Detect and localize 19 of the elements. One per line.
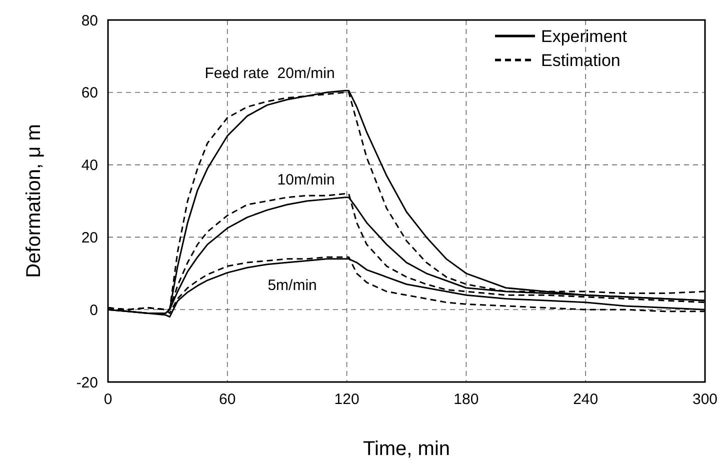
y-tick-label: 0 bbox=[90, 302, 98, 319]
x-tick-label: 0 bbox=[104, 391, 112, 408]
legend-label: Experiment bbox=[541, 26, 628, 46]
x-axis-title: Time, min bbox=[362, 438, 450, 460]
annotation: 5m/min bbox=[268, 277, 317, 294]
x-tick-label: 300 bbox=[692, 391, 718, 408]
x-tick-label: 180 bbox=[454, 391, 479, 408]
x-tick-label: 60 bbox=[219, 391, 236, 408]
y-tick-label: 80 bbox=[81, 12, 98, 30]
y-tick-label: 60 bbox=[81, 84, 98, 102]
annotation: 10m/min bbox=[277, 172, 335, 189]
y-axis-title: Deformation, μ m bbox=[23, 124, 45, 278]
x-tick-label: 240 bbox=[573, 391, 598, 408]
legend-label: Estimation bbox=[541, 50, 620, 70]
x-tick-label: 120 bbox=[334, 391, 360, 408]
y-tick-label: 20 bbox=[81, 229, 98, 246]
y-tick-label: -20 bbox=[76, 374, 98, 392]
annotation: Feed rate 20m/min bbox=[204, 64, 335, 82]
y-tick-label: 40 bbox=[81, 157, 98, 174]
